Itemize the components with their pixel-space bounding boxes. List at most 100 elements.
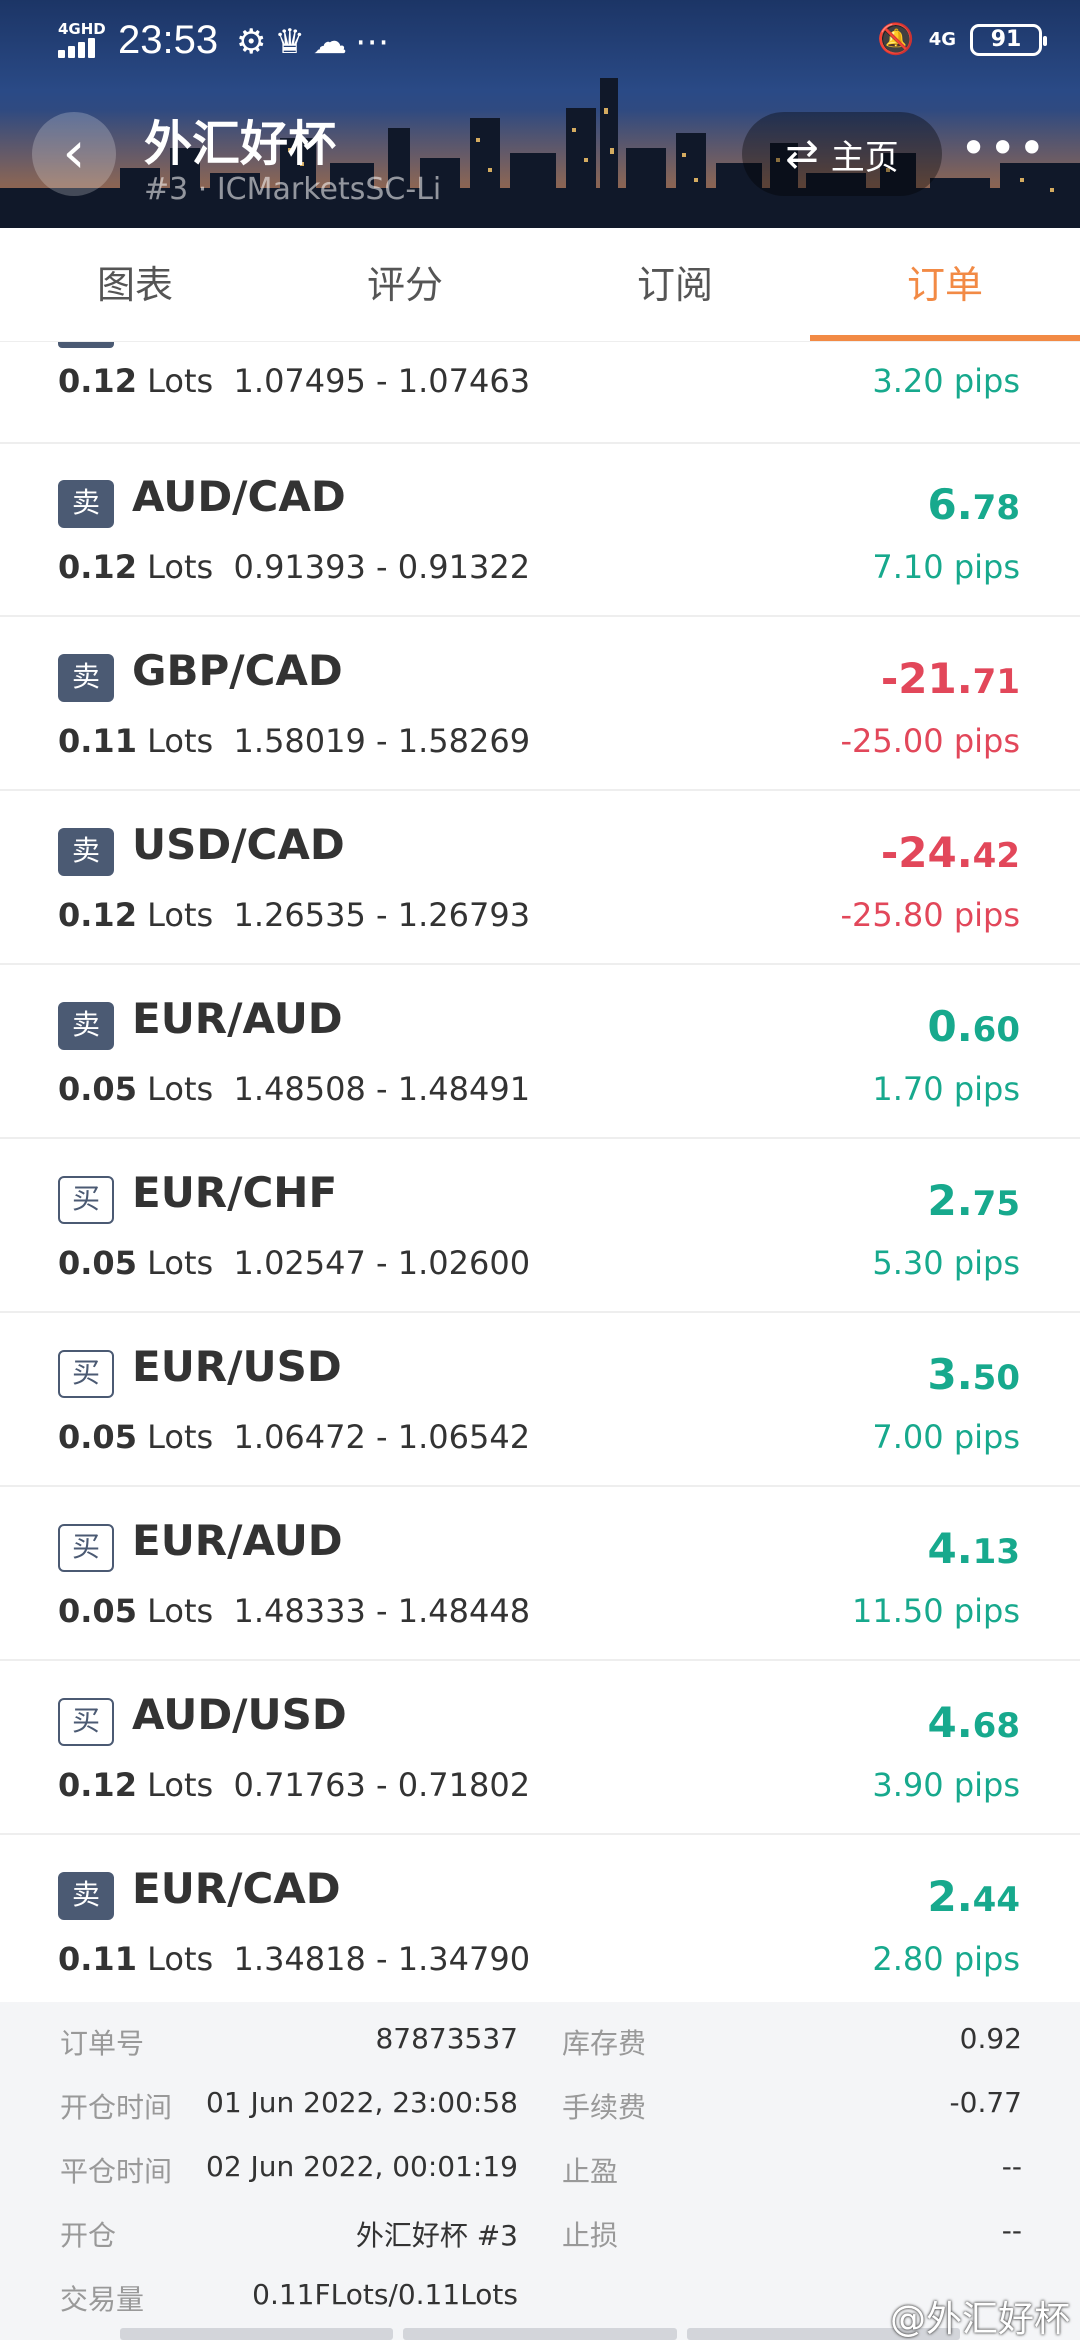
currency-pair: EUR/CHF xyxy=(132,1168,338,1217)
profit-value: 2.75 xyxy=(927,1176,1020,1225)
lots-value: 0.12 xyxy=(58,1766,137,1804)
order-row[interactable]: 买 EUR/CHF 0.05 Lots 1.02547 - 1.02600 2.75 5… xyxy=(0,1140,1080,1313)
profit-value: 2.44 xyxy=(927,1872,1020,1921)
page-title: 外汇好杯 xyxy=(144,116,337,172)
clock: 23:53 xyxy=(118,18,219,62)
lots-unit: Lots xyxy=(147,1418,214,1456)
currency-pair: EUR/USD xyxy=(132,1342,342,1391)
price-range: 1.48508 - 1.48491 xyxy=(233,1070,531,1108)
home-button[interactable]: ⇄ 主页 xyxy=(742,112,942,196)
mute-bell-icon: 🔕 xyxy=(877,22,915,57)
order-row[interactable]: 买 EUR/USD 0.05 Lots 1.06472 - 1.06542 3.50 7… xyxy=(0,1314,1080,1487)
side-badge: 卖 xyxy=(58,654,114,702)
lots-value: 0.12 xyxy=(58,548,137,586)
currency-pair: AUD/USD xyxy=(132,1690,347,1739)
profit-value: -24.42 xyxy=(880,828,1020,877)
order-pips: 3.20 pips xyxy=(872,362,1020,400)
commission-label: 手续费 xyxy=(562,2091,647,2124)
more-menu-button[interactable]: ••• xyxy=(960,118,1045,190)
order-pips: 2.80 pips xyxy=(872,1940,1020,1978)
open-time-label: 开仓时间 xyxy=(60,2091,173,2124)
lots-unit: Lots xyxy=(147,722,214,760)
lots-unit: Lots xyxy=(147,1070,214,1108)
stop-loss-label: 止损 xyxy=(562,2219,619,2252)
order-info: 0.12 Lots 0.91393 - 0.91322 xyxy=(58,548,530,586)
detail-row: 开仓时间 01 Jun 2022, 23:00:58 手续费 -0.77 xyxy=(0,2086,1080,2150)
order-row[interactable]: 卖 AUD/CAD 0.12 Lots 0.91393 - 0.91322 6.78 7… xyxy=(0,444,1080,617)
gear-icon: ⚙ xyxy=(236,22,275,62)
lots-value: 0.11 xyxy=(58,1940,137,1978)
order-info: 0.11 Lots 1.58019 - 1.58269 xyxy=(58,722,530,760)
profit-value: 0.60 xyxy=(927,1002,1020,1051)
profit-value: 3.50 xyxy=(927,1350,1020,1399)
order-pips: -25.80 pips xyxy=(840,896,1020,934)
order-row[interactable]: 卖 USD/CAD 0.12 Lots 1.26535 - 1.26793 -24.4… xyxy=(0,792,1080,965)
order-row-partial[interactable]: 0.12 Lots 1.07495 - 1.07463 3.20 pips xyxy=(0,342,1080,444)
detail-row: 交易量 0.11FLots/0.11Lots xyxy=(0,2278,1080,2340)
tab-rating[interactable]: 评分 xyxy=(366,263,443,307)
lots-unit: Lots xyxy=(147,1766,214,1804)
side-badge: 买 xyxy=(58,1524,114,1572)
price-range: 0.91393 - 0.91322 xyxy=(233,548,531,586)
order-row[interactable]: 卖 EUR/CAD 0.11 Lots 1.34818 - 1.34790 2.44 2… xyxy=(0,1836,1080,2002)
city-skyline-image xyxy=(0,78,1080,228)
order-info: 0.05 Lots 1.48333 - 1.48448 xyxy=(58,1592,530,1630)
currency-pair: EUR/CAD xyxy=(132,1864,341,1913)
side-badge: 卖 xyxy=(58,480,114,528)
price-range: 1.34818 - 1.34790 xyxy=(233,1940,531,1978)
volume-value: 0.11FLots/0.11Lots xyxy=(252,2278,518,2311)
tab-chart[interactable]: 图表 xyxy=(96,263,173,307)
network-type: 4GHD xyxy=(58,20,106,38)
open-time-value: 01 Jun 2022, 23:00:58 xyxy=(206,2086,518,2119)
side-badge: 买 xyxy=(58,1350,114,1398)
chevron-left-icon: ‹ xyxy=(62,118,86,186)
currency-pair: AUD/CAD xyxy=(132,472,346,521)
order-info: 0.05 Lots 1.48508 - 1.48491 xyxy=(58,1070,530,1108)
open-label: 开仓 xyxy=(60,2219,117,2252)
bottom-action-bar xyxy=(120,2328,960,2340)
detail-row: 平仓时间 02 Jun 2022, 00:01:19 止盈 -- xyxy=(0,2150,1080,2214)
volume-label: 交易量 xyxy=(60,2283,145,2316)
back-button[interactable]: ‹ xyxy=(32,112,116,196)
home-button-label: 主页 xyxy=(830,137,899,178)
order-pips: 5.30 pips xyxy=(872,1244,1020,1282)
order-number-label: 订单号 xyxy=(60,2027,145,2060)
profit-value: -21.71 xyxy=(880,654,1020,703)
order-row[interactable]: 买 AUD/USD 0.12 Lots 0.71763 - 0.71802 4.68 3… xyxy=(0,1662,1080,1835)
order-info: 0.05 Lots 1.06472 - 1.06542 xyxy=(58,1418,530,1456)
currency-pair: EUR/AUD xyxy=(132,994,343,1043)
tab-orders[interactable]: 订单 xyxy=(810,228,1080,341)
swap-arrows-icon: ⇄ xyxy=(785,131,819,177)
side-badge: 卖 xyxy=(58,828,114,876)
signal-icon xyxy=(58,38,104,58)
order-info: 0.11 Lots 1.34818 - 1.34790 xyxy=(58,1940,530,1978)
lots-value: 0.05 xyxy=(58,1070,137,1108)
currency-pair: EUR/AUD xyxy=(132,1516,343,1565)
detail-row: 开仓 外汇好杯 #3 止损 -- xyxy=(0,2214,1080,2278)
battery-icon: 91 xyxy=(970,23,1047,56)
order-row[interactable]: 买 EUR/AUD 0.05 Lots 1.48333 - 1.48448 4.13 1… xyxy=(0,1488,1080,1661)
order-detail-panel: 订单号 87873537 库存费 0.92 开仓时间 01 Jun 2022, … xyxy=(0,2002,1080,2340)
order-row[interactable]: 卖 EUR/AUD 0.05 Lots 1.48508 - 1.48491 0.60 1… xyxy=(0,966,1080,1139)
order-pips: 7.10 pips xyxy=(872,548,1020,586)
tab-bar: 图表 评分 订阅 订单 xyxy=(0,228,1080,342)
order-row[interactable]: 卖 GBP/CAD 0.11 Lots 1.58019 - 1.58269 -21.7… xyxy=(0,618,1080,791)
profit-value: 6.78 xyxy=(927,480,1020,529)
lots-value: 0.05 xyxy=(58,1244,137,1282)
side-badge: 买 xyxy=(58,1698,114,1746)
side-badge: 买 xyxy=(58,1176,114,1224)
side-badge xyxy=(58,342,114,348)
notification-icons: ⚙♛☁⋯ xyxy=(236,22,397,62)
lots-unit: Lots xyxy=(147,548,214,586)
order-info: 0.12 Lots 0.71763 - 0.71802 xyxy=(58,1766,530,1804)
price-range: 1.58019 - 1.58269 xyxy=(233,722,531,760)
price-range: 1.06472 - 1.06542 xyxy=(233,1418,531,1456)
account-subtitle: #3 · ICMarketsSC-Li xyxy=(144,172,442,207)
lots-value: 0.05 xyxy=(58,1418,137,1456)
order-info: 0.12 Lots 1.26535 - 1.26793 xyxy=(58,896,530,934)
lots-value: 0.12 xyxy=(58,896,137,934)
tab-subscribe[interactable]: 订阅 xyxy=(636,263,713,307)
open-value: 外汇好杯 #3 xyxy=(355,2219,518,2252)
